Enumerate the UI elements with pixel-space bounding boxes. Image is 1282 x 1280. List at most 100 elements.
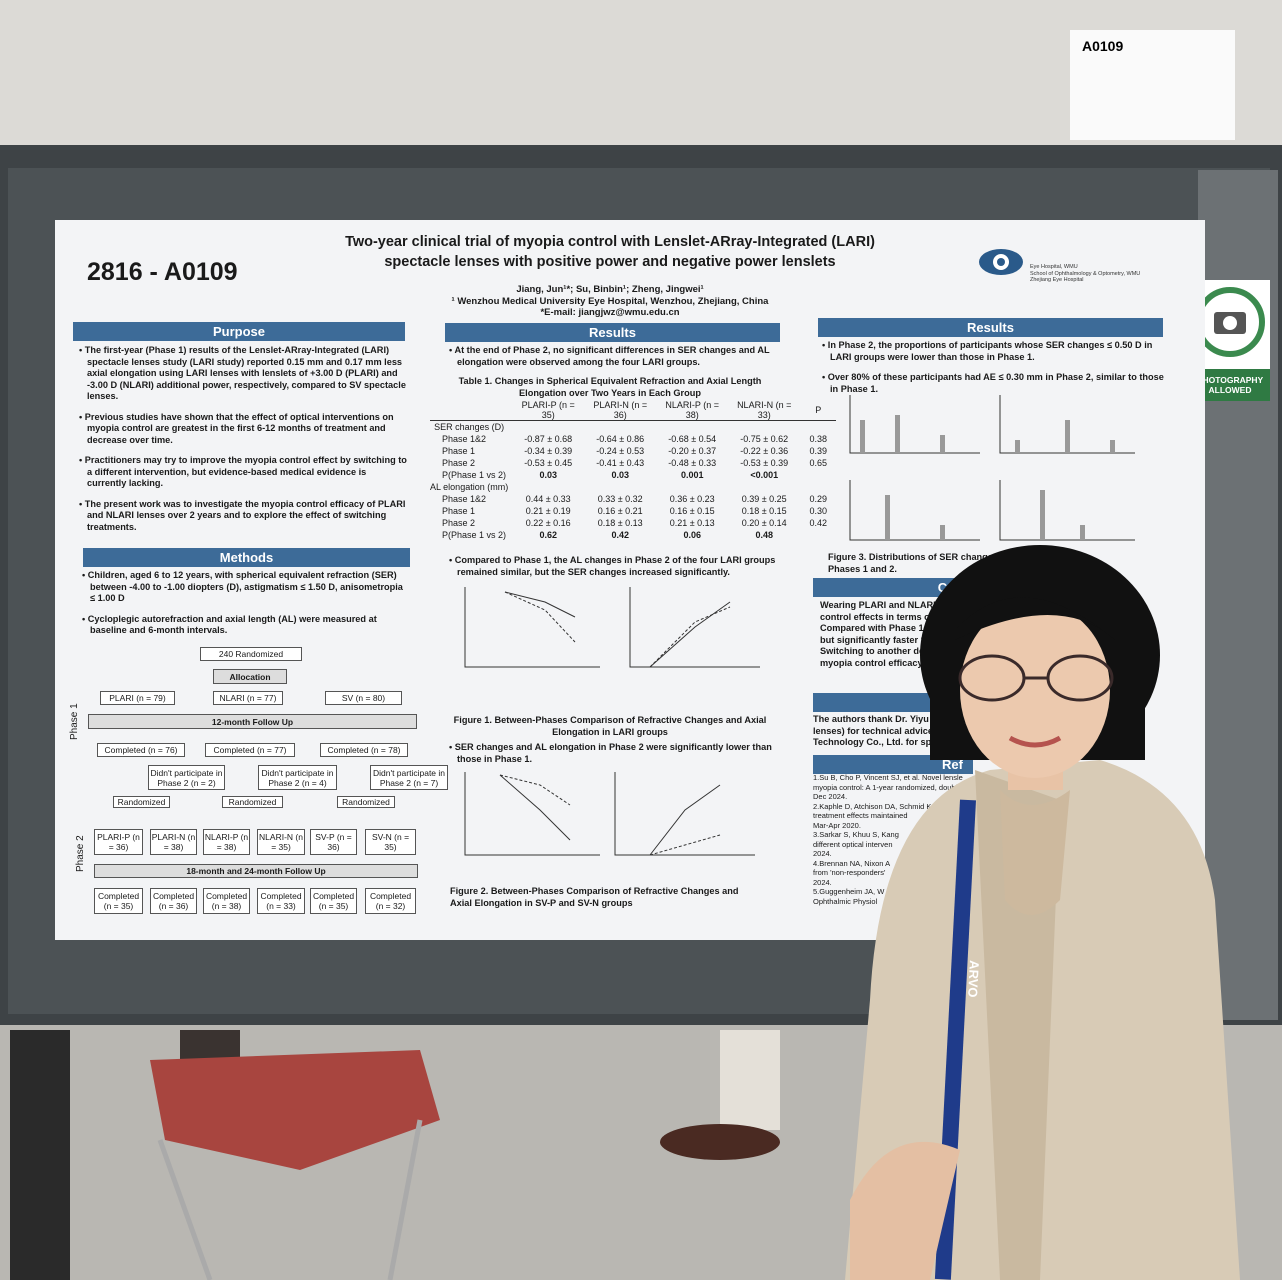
results-bullet: SER changes and AL elongation in Phase 2… (447, 742, 777, 774)
cell: 0.16 ± 0.21 (597, 506, 643, 516)
methods-bullets: Children, aged 6 to 12 years, with spher… (80, 570, 410, 646)
text-line: The authors thank Dr. Yiyu (813, 714, 929, 724)
flow-box: 12-month Follow Up (88, 714, 417, 729)
text-line: myopia control: A 1-year randomized, dou… (813, 782, 962, 792)
table-header: PLARI-P (n = 35) PLARI-N (n = 36) NLARI-P … (430, 400, 837, 421)
cell: -0.41 ± 0.43 (596, 458, 645, 468)
text-line: Zhejiang Eye Hospital (1030, 277, 1084, 283)
cell: 0.16 ± 0.15 (669, 506, 715, 516)
text-line: Mar-Apr 2020. (813, 820, 861, 830)
row-label: SER changes (D) (434, 422, 505, 432)
flow-box: SV (n = 80) (325, 691, 402, 705)
table-row: Phase 1&2 -0.87 ± 0.68 -0.64 ± 0.86 -0.68 ±… (430, 433, 836, 445)
poster-id: 2816 - A0109 (87, 258, 238, 286)
header-cell (430, 400, 512, 421)
text-line: control effects in terms of SE (820, 611, 948, 622)
figure1-plots (464, 587, 760, 668)
cell: -0.48 ± 0.33 (668, 458, 717, 468)
cell: <0.001 (750, 470, 779, 480)
figure-caption: Figure 1. Between-Phases Comparison of R… (453, 715, 767, 737)
table-row: P(Phase 1 vs 2) 0.62 0.42 0.06 0.48 (430, 529, 836, 541)
cell: 0.65 (809, 458, 827, 468)
cell: 0.03 (539, 470, 557, 480)
flow-box: NLARI (n = 77) (213, 691, 283, 705)
text-line: The present work was to investigate the … (77, 499, 407, 534)
text-line: School of Ophthalmology & Optometry, WMU (1030, 270, 1141, 277)
text-line: Ophthalmic Physiol (813, 896, 878, 906)
ref-heading: Ref (813, 755, 973, 774)
cell: 0.44 ± 0.33 (525, 494, 571, 504)
flow-box: SV-P (n = 36) (310, 829, 357, 855)
cell: 0.36 ± 0.23 (669, 494, 715, 504)
results-bullet: Compared to Phase 1, the AL changes in P… (447, 555, 777, 587)
flow-box: Randomized (222, 796, 283, 808)
purpose-bullets: The first-year (Phase 1) results of the … (77, 345, 407, 542)
text-line: from 'non-responders' (813, 868, 886, 877)
table-row: AL elongation (mm) (430, 481, 836, 493)
cell: 0.42 (809, 518, 827, 528)
text-line: Technology Co., Ltd. for spo (813, 737, 937, 747)
text-line: but significantly faster SE (820, 634, 933, 645)
row-label: P(Phase 1 vs 2) (442, 530, 507, 540)
cell: -0.20 ± 0.37 (668, 446, 717, 456)
cell: 0.29 (809, 494, 827, 504)
text-line: Wearing PLARI and NLARI len (820, 600, 952, 610)
text-line: The first-year (Phase 1) results of the … (77, 345, 407, 403)
flow-box: Randomized (337, 796, 395, 808)
table: PLARI-P (n = 35) PLARI-N (n = 36) NLARI-P … (430, 400, 837, 541)
row-label: Phase 1 (442, 506, 476, 516)
caption-end: Phases 1 and 2. (828, 563, 897, 574)
text-line: myopia control efficacy. (820, 657, 925, 668)
text-line: 3.Sarkar S, Khuu S, Kang (813, 830, 899, 839)
poster-title: Two-year clinical trial of myopia contro… (345, 234, 875, 270)
cell: 0.18 ± 0.13 (597, 518, 643, 528)
table-row: Phase 2 -0.53 ± 0.45 -0.41 ± 0.43 -0.48 ± 0… (430, 457, 836, 469)
flow-box: NLARI-N (n = 35) (257, 829, 305, 855)
purpose-heading: Purpose (73, 322, 405, 341)
bullet: SER changes and AL elongation in Phase 2… (447, 742, 777, 765)
poster: 2816 - A0109 Two-year clinical trial of … (55, 220, 1205, 940)
table-row: Phase 1 -0.34 ± 0.39 -0.24 ± 0.53 -0.20 ± 0… (430, 445, 836, 457)
results-heading: Results (445, 323, 780, 342)
figure2-plots (464, 772, 755, 856)
phase-label: Phase 1 (69, 703, 80, 740)
cell: 0.03 (611, 470, 629, 480)
flow-box: Completed (n = 35) (310, 888, 357, 914)
flow-box: SV-N (n = 35) (365, 829, 416, 855)
cell: -0.34 ± 0.39 (524, 446, 573, 456)
text-line: Practitioners may try to improve the myo… (77, 455, 407, 490)
results-heading: Results (818, 318, 1163, 337)
cell: -0.53 ± 0.45 (524, 458, 573, 468)
caption-start: Figure 3. Distributions of SER changes (828, 552, 998, 562)
text-line: Compared with Phase 1, th (820, 623, 938, 633)
ref-lines: 1.Su B, Cho P, Vincent SJ, et al. Novel … (813, 773, 963, 906)
conclusions-lines: Wearing PLARI and NLARI len control effec… (820, 600, 952, 669)
text-line: different optical interven (813, 839, 893, 849)
row-label: Phase 2 (442, 518, 476, 528)
row-label: AL elongation (mm) (430, 482, 509, 492)
text-line: 5.Guggenheim JA, W (813, 887, 885, 896)
header-cell: PLARI-N (n = 36) (593, 400, 648, 420)
phase-label: Phase 2 (75, 835, 86, 872)
table-row: Phase 1 0.21 ± 0.19 0.16 ± 0.21 0.16 ± 0.15… (430, 505, 836, 517)
cell: 0.21 ± 0.13 (669, 518, 715, 528)
ack-lines: The authors thank Dr. Yiyu lenses) for te… (813, 714, 937, 749)
header-cell: NLARI-N (n = 33) (737, 400, 792, 420)
cell: 0.18 ± 0.15 (741, 506, 787, 516)
cell: 0.39 ± 0.25 (741, 494, 787, 504)
flow-box: Completed (n = 32) (365, 888, 416, 914)
flow-box: Completed (n = 76) (97, 743, 185, 757)
flow-box: Completed (n = 33) (257, 888, 305, 914)
logo-text: Eye Hospital, WMU School of Ophthalmology… (1030, 264, 1140, 284)
cell: -0.64 ± 0.86 (596, 434, 645, 444)
cell: -0.68 ± 0.54 (668, 434, 717, 444)
bullet: Compared to Phase 1, the AL changes in P… (447, 555, 777, 578)
flow-box: 240 Randomized (200, 647, 302, 661)
cell: -0.75 ± 0.62 (740, 434, 789, 444)
cell: -0.53 ± 0.39 (740, 458, 789, 468)
row-label: Phase 2 (442, 458, 476, 468)
row-label: Phase 1&2 (442, 434, 487, 444)
text-line: Previous studies have shown that the eff… (77, 412, 407, 447)
flow-box: 18-month and 24-month Follow Up (94, 864, 418, 878)
flow-box: Completed (n = 36) (150, 888, 197, 914)
